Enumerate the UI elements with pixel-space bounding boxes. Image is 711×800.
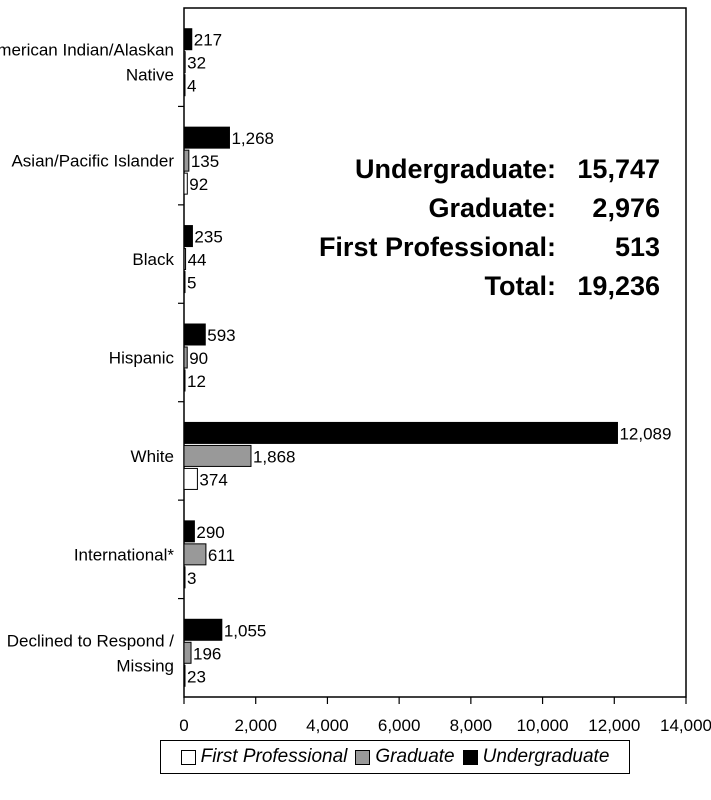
summary-label: First Professional: xyxy=(318,232,556,262)
bar-value-label: 44 xyxy=(188,251,207,270)
bar-graduate xyxy=(183,346,188,369)
bar-graduate xyxy=(183,641,192,664)
x-tick-label: 4,000 xyxy=(306,716,349,735)
bar-value-label: 4 xyxy=(187,77,196,96)
legend-swatch xyxy=(355,749,371,765)
summary-box: Undergraduate: 15,747 Graduate: 2,976 Fi… xyxy=(300,150,660,306)
bar-value-label: 12,089 xyxy=(619,424,671,443)
bar-value-label: 12 xyxy=(187,372,206,391)
category-label: Hispanic xyxy=(109,349,175,368)
x-tick-label: 10,000 xyxy=(517,716,569,735)
bar-value-label: 32 xyxy=(187,54,206,73)
bar-value-label: 90 xyxy=(189,349,208,368)
summary-graduate: Graduate: 2,976 xyxy=(300,189,660,228)
bar-first-professional xyxy=(183,566,186,589)
legend-swatch xyxy=(462,749,478,765)
category-label: Missing xyxy=(116,656,174,675)
bar-value-label: 217 xyxy=(194,31,222,50)
bar-graduate xyxy=(183,149,190,172)
bar-value-label: 23 xyxy=(187,667,206,686)
x-tick-label: 2,000 xyxy=(234,716,277,735)
legend-label: First Professional xyxy=(200,746,348,767)
x-tick-label: 0 xyxy=(179,716,188,735)
bar-value-label: 196 xyxy=(193,644,221,663)
bar-first-professional xyxy=(183,74,186,97)
bar-graduate xyxy=(183,248,187,271)
bar-undergraduate xyxy=(183,323,206,346)
plot-frame xyxy=(183,7,687,698)
bar-value-label: 92 xyxy=(189,175,208,194)
summary-label: Total: xyxy=(484,271,556,301)
x-tick-label: 8,000 xyxy=(450,716,493,735)
bar-undergraduate xyxy=(183,618,223,641)
bar-value-label: 593 xyxy=(207,326,235,345)
category-label: American Indian/Alaskan xyxy=(0,41,174,60)
bar-value-label: 1,868 xyxy=(253,447,296,466)
bar-undergraduate xyxy=(183,126,230,149)
bar-undergraduate xyxy=(183,28,193,51)
x-tick-label: 12,000 xyxy=(588,716,640,735)
bar-undergraduate xyxy=(183,421,618,444)
summary-value: 19,236 xyxy=(577,271,660,301)
bar-graduate xyxy=(183,444,252,467)
category-label: Declined to Respond / xyxy=(7,631,175,650)
legend-item-first-professional: First Professional xyxy=(180,746,348,768)
summary-value: 513 xyxy=(614,232,660,262)
summary-label: Graduate: xyxy=(428,193,556,223)
category-label: Asian/Pacific Islander xyxy=(11,152,174,171)
bar-value-label: 235 xyxy=(194,228,222,247)
legend-item-graduate: Graduate xyxy=(355,746,455,768)
bar-first-professional xyxy=(183,172,188,195)
bar-first-professional xyxy=(183,369,186,392)
bar-value-label: 374 xyxy=(199,470,227,489)
bar-first-professional xyxy=(183,271,186,294)
legend-swatch xyxy=(180,749,196,765)
bar-graduate xyxy=(183,543,207,566)
x-tick-label: 6,000 xyxy=(378,716,421,735)
category-label: International* xyxy=(74,545,175,564)
bar-undergraduate xyxy=(183,225,193,248)
summary-undergraduate: Undergraduate: 15,747 xyxy=(300,150,660,189)
summary-first-professional: First Professional: 513 xyxy=(300,228,660,267)
bar-value-label: 290 xyxy=(196,523,224,542)
bar-value-label: 135 xyxy=(191,152,219,171)
bar-undergraduate xyxy=(183,520,195,543)
category-label: Native xyxy=(126,66,174,85)
bar-value-label: 1,055 xyxy=(224,621,267,640)
bar-value-label: 1,268 xyxy=(231,129,274,148)
bar-value-label: 3 xyxy=(187,569,196,588)
category-label: Black xyxy=(132,250,174,269)
bar-value-label: 5 xyxy=(187,274,196,293)
legend: First Professional Graduate Undergraduat… xyxy=(160,740,630,774)
bar-graduate xyxy=(183,51,186,74)
category-label: White xyxy=(131,447,174,466)
summary-value: 2,976 xyxy=(592,193,660,223)
legend-item-undergraduate: Undergraduate xyxy=(462,746,610,768)
summary-value: 15,747 xyxy=(577,154,660,184)
bar-first-professional xyxy=(183,664,186,687)
x-tick-label: 14,000 xyxy=(660,716,711,735)
bar-value-label: 611 xyxy=(208,546,235,565)
legend-label: Graduate xyxy=(375,746,455,767)
summary-label: Undergraduate: xyxy=(354,154,556,184)
bar-first-professional xyxy=(183,467,198,490)
summary-total: Total: 19,236 xyxy=(300,267,660,306)
legend-label: Undergraduate xyxy=(482,746,610,767)
